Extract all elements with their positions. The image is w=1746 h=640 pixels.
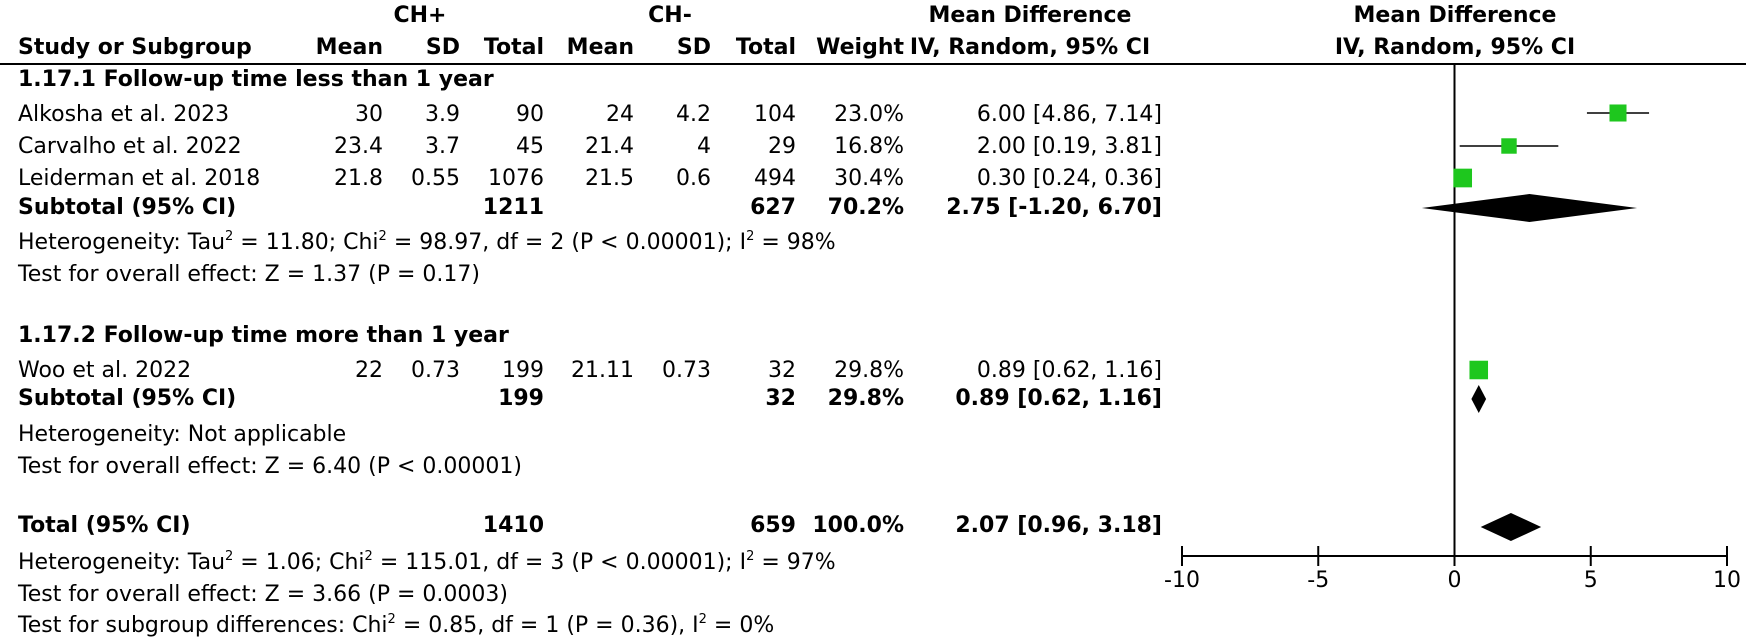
group2-header: CH- <box>648 3 692 28</box>
study-marker <box>1609 104 1627 122</box>
mean1-value: 21.8 <box>334 166 383 191</box>
subtotal-label: Subtotal (95% CI) <box>18 195 237 220</box>
subtotal-weight: 29.8% <box>827 386 904 411</box>
study-name: Woo et al. 2022 <box>18 358 192 383</box>
sd2-value: 4.2 <box>676 102 711 127</box>
subgroup-differences-text: Test for subgroup differences: Chi2 = 0.… <box>18 612 775 638</box>
x-tick-label: -5 <box>1307 568 1329 593</box>
plot-subtitle: IV, Random, 95% CI <box>1334 35 1576 60</box>
overall-effect-text: Test for overall effect: Z = 1.37 (P = 0… <box>18 262 480 287</box>
weight-header: Weight <box>816 35 904 60</box>
overall-effect-text: Test for overall effect: Z = 6.40 (P < 0… <box>18 454 522 479</box>
study-name: Leiderman et al. 2018 <box>18 166 261 191</box>
total-label: Total (95% CI) <box>18 513 191 538</box>
sd1-value: 0.73 <box>411 358 460 383</box>
subgroup2-title: 1.17.2 Follow-up time more than 1 year <box>18 323 509 348</box>
study-marker <box>1469 360 1489 380</box>
sd1-value: 3.9 <box>425 102 460 127</box>
x-tick-label: 0 <box>1448 568 1462 593</box>
subtotal-total2: 627 <box>750 195 796 220</box>
mean2-value: 21.11 <box>571 358 634 383</box>
x-tick-label: 5 <box>1584 568 1598 593</box>
mean2-value: 24 <box>606 102 634 127</box>
mean1-header: Mean <box>315 35 383 60</box>
pooled-diamond <box>1480 513 1542 541</box>
sd1-value: 0.55 <box>411 166 460 191</box>
subtotal-total2: 32 <box>765 386 796 411</box>
total1-header: Total <box>483 35 544 60</box>
mean1-value: 30 <box>355 102 383 127</box>
header-rule <box>0 63 1746 65</box>
total2-value: 494 <box>754 166 796 191</box>
study-column-header: Study or Subgroup <box>18 35 252 60</box>
subgroup1-title: 1.17.1 Follow-up time less than 1 year <box>18 67 494 92</box>
total2-value: 104 <box>754 102 796 127</box>
sd2-value: 4 <box>697 134 711 159</box>
total2-header: Total <box>735 35 796 60</box>
pooled-diamond <box>1471 385 1487 413</box>
subtotal-label: Subtotal (95% CI) <box>18 386 237 411</box>
pooled-diamond <box>1421 194 1638 222</box>
ci-value: 2.00 [0.19, 3.81] <box>976 134 1162 159</box>
mean1-value: 23.4 <box>334 134 383 159</box>
total1-value: 199 <box>502 358 544 383</box>
ci-value: 0.30 [0.24, 0.36] <box>976 166 1162 191</box>
total1-value: 1076 <box>488 166 544 191</box>
subtotal-ci: 2.75 [-1.20, 6.70] <box>946 195 1162 220</box>
heterogeneity-text: Heterogeneity: Not applicable <box>18 422 347 447</box>
subtotal-weight: 70.2% <box>827 195 904 220</box>
sd2-value: 0.6 <box>676 166 711 191</box>
total1-value: 90 <box>516 102 544 127</box>
heterogeneity-text: Heterogeneity: Tau2 = 1.06; Chi2 = 115.0… <box>18 549 836 575</box>
total-total2: 659 <box>750 513 796 538</box>
study-name: Alkosha et al. 2023 <box>18 102 230 127</box>
weight-value: 23.0% <box>834 102 904 127</box>
md-column-title: Mean Difference <box>928 3 1132 28</box>
sd2-header: SD <box>676 35 711 60</box>
heterogeneity-text: Heterogeneity: Tau2 = 11.80; Chi2 = 98.9… <box>18 229 836 255</box>
mean2-value: 21.5 <box>585 166 634 191</box>
total-total1: 1410 <box>482 513 544 538</box>
mean1-value: 22 <box>355 358 383 383</box>
subtotal-ci: 0.89 [0.62, 1.16] <box>955 386 1162 411</box>
ci-value: 0.89 [0.62, 1.16] <box>976 358 1162 383</box>
study-name: Carvalho et al. 2022 <box>18 134 242 159</box>
ci-value: 6.00 [4.86, 7.14] <box>976 102 1162 127</box>
overall-effect-text: Test for overall effect: Z = 3.66 (P = 0… <box>18 582 508 607</box>
study-marker <box>1501 138 1517 154</box>
sd1-value: 3.7 <box>425 134 460 159</box>
total-weight: 100.0% <box>812 513 904 538</box>
total2-value: 32 <box>768 358 796 383</box>
subtotal-total1: 1211 <box>482 195 544 220</box>
md-column-subtitle: IV, Random, 95% CI <box>909 35 1151 60</box>
plot-title: Mean Difference <box>1353 3 1557 28</box>
weight-value: 16.8% <box>834 134 904 159</box>
sd2-value: 0.73 <box>662 358 711 383</box>
subtotal-total1: 199 <box>498 386 544 411</box>
mean2-header: Mean <box>566 35 634 60</box>
total-ci: 2.07 [0.96, 3.18] <box>955 513 1162 538</box>
total2-value: 29 <box>768 134 796 159</box>
x-tick-label: -10 <box>1164 568 1200 593</box>
study-marker <box>1453 168 1473 188</box>
weight-value: 30.4% <box>834 166 904 191</box>
group1-header: CH+ <box>393 3 447 28</box>
sd1-header: SD <box>425 35 460 60</box>
x-tick-label: 10 <box>1713 568 1741 593</box>
total1-value: 45 <box>516 134 544 159</box>
mean2-value: 21.4 <box>585 134 634 159</box>
weight-value: 29.8% <box>834 358 904 383</box>
